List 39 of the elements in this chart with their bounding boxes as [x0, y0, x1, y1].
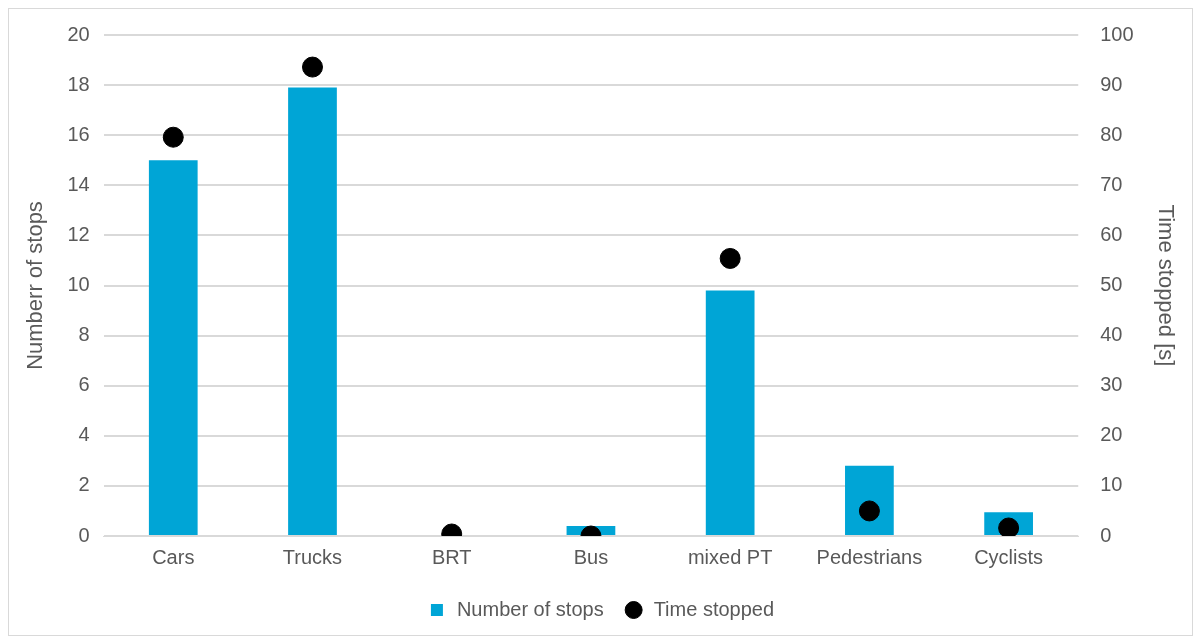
y-tick-label: 20: [67, 22, 90, 45]
bar: [148, 160, 198, 535]
x-tick-label: Cars: [152, 545, 195, 568]
point: [301, 56, 323, 78]
y-tick-label: 8: [78, 323, 90, 346]
y2-tick-label: 40: [1100, 323, 1123, 346]
y-tick-label: 12: [67, 222, 90, 245]
legend-label: Time stopped: [653, 597, 775, 620]
y2-tick-label: 10: [1100, 473, 1123, 496]
y2-tick-label: 20: [1100, 423, 1123, 446]
y-tick-label: 4: [78, 423, 90, 446]
point: [719, 247, 741, 269]
y2-tick-label: 70: [1100, 172, 1123, 195]
y2-tick-label: 80: [1100, 122, 1123, 145]
x-tick-label: Pedestrians: [816, 545, 923, 568]
y2-tick-label: 90: [1100, 72, 1123, 95]
y-tick-label: 18: [67, 72, 90, 95]
y2-tick-label: 30: [1100, 373, 1123, 396]
y-tick-label: 2: [78, 473, 90, 496]
x-tick-label: BRT: [431, 545, 472, 568]
legend-label: Number of stops: [456, 597, 604, 620]
y-tick-label: 10: [67, 273, 90, 296]
y-tick-label: 14: [67, 172, 90, 195]
y-axis-title: Numberr of stops: [22, 201, 48, 370]
bar: [705, 290, 755, 535]
y2-tick-label: 0: [1100, 523, 1112, 546]
x-tick-label: mixed PT: [687, 545, 773, 568]
x-tick-label: Trucks: [282, 545, 343, 568]
bar: [288, 87, 337, 535]
x-tick-label: Bus: [573, 545, 609, 568]
y-tick-label: 0: [78, 523, 90, 546]
x-tick-label: Cyclists: [974, 545, 1044, 568]
y-tick-label: 6: [78, 373, 90, 396]
point: [162, 126, 184, 148]
y2-tick-label: 50: [1100, 273, 1123, 296]
y2-axis-title: Time stopped [s]: [1153, 204, 1179, 367]
y2-tick-label: 60: [1100, 222, 1123, 245]
y-tick-label: 16: [67, 122, 90, 145]
y2-tick-label: 100: [1100, 22, 1134, 45]
